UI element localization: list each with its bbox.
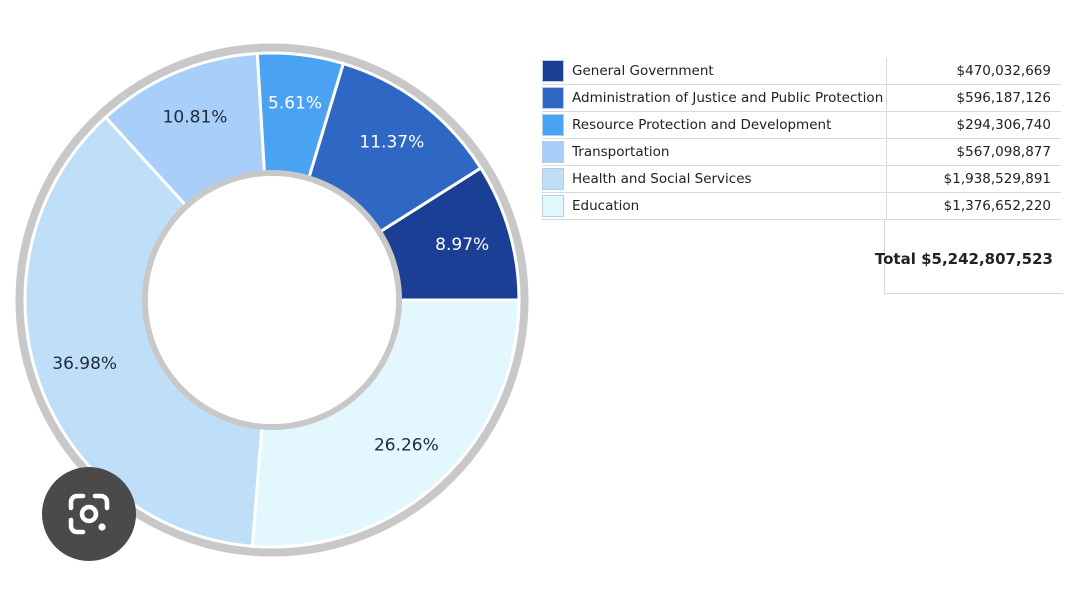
slice-percent-label: 26.26% — [374, 435, 439, 455]
legend-category-name: General Government — [570, 58, 887, 85]
total-label: Total $5,242,807,523 — [874, 250, 1053, 268]
legend-swatch — [542, 60, 564, 82]
legend-table: General Government $470,032,669 Administra… — [542, 58, 1061, 220]
outer-ring — [15, 43, 529, 557]
legend-swatch — [542, 114, 564, 136]
donut-hole — [148, 176, 396, 424]
total-box: Total $5,242,807,523 — [875, 220, 1063, 294]
slice-percent-label: 11.37% — [359, 132, 424, 152]
legend-row: Health and Social Services $1,938,529,891 — [542, 165, 1061, 193]
legend-row: Transportation $567,098,877 — [542, 138, 1061, 166]
legend-amount: $1,938,529,891 — [886, 165, 1061, 193]
slice-percent-label: 8.97% — [435, 235, 489, 255]
slice-percent-label: 36.98% — [52, 354, 117, 374]
inner-ring — [142, 170, 402, 430]
legend-category-name: Health and Social Services — [570, 165, 887, 193]
legend-row: Education $1,376,652,220 — [542, 192, 1061, 220]
legend-amount: $567,098,877 — [886, 138, 1061, 166]
legend-swatch — [542, 87, 564, 109]
legend-swatch — [542, 141, 564, 163]
legend-amount: $596,187,126 — [886, 84, 1061, 112]
slice-percent-label: 5.61% — [268, 93, 322, 113]
legend-category-name: Education — [570, 192, 887, 220]
legend-category-name: Resource Protection and Development — [570, 111, 887, 139]
legend-amount: $294,306,740 — [886, 111, 1061, 139]
lens-button[interactable] — [42, 467, 136, 561]
legend-swatch — [542, 195, 564, 217]
slice-percent-label: 10.81% — [163, 108, 228, 128]
legend-row: Administration of Justice and Public Pro… — [542, 84, 1061, 112]
google-lens-icon — [68, 493, 110, 535]
legend-amount: $470,032,669 — [886, 58, 1061, 85]
legend-amount: $1,376,652,220 — [886, 192, 1061, 220]
legend-category-name: Transportation — [570, 138, 887, 166]
legend-row: Resource Protection and Development $294,… — [542, 111, 1061, 139]
legend-category-name: Administration of Justice and Public Pro… — [570, 84, 887, 112]
legend-row: General Government $470,032,669 — [542, 58, 1061, 85]
legend-swatch — [542, 168, 564, 190]
